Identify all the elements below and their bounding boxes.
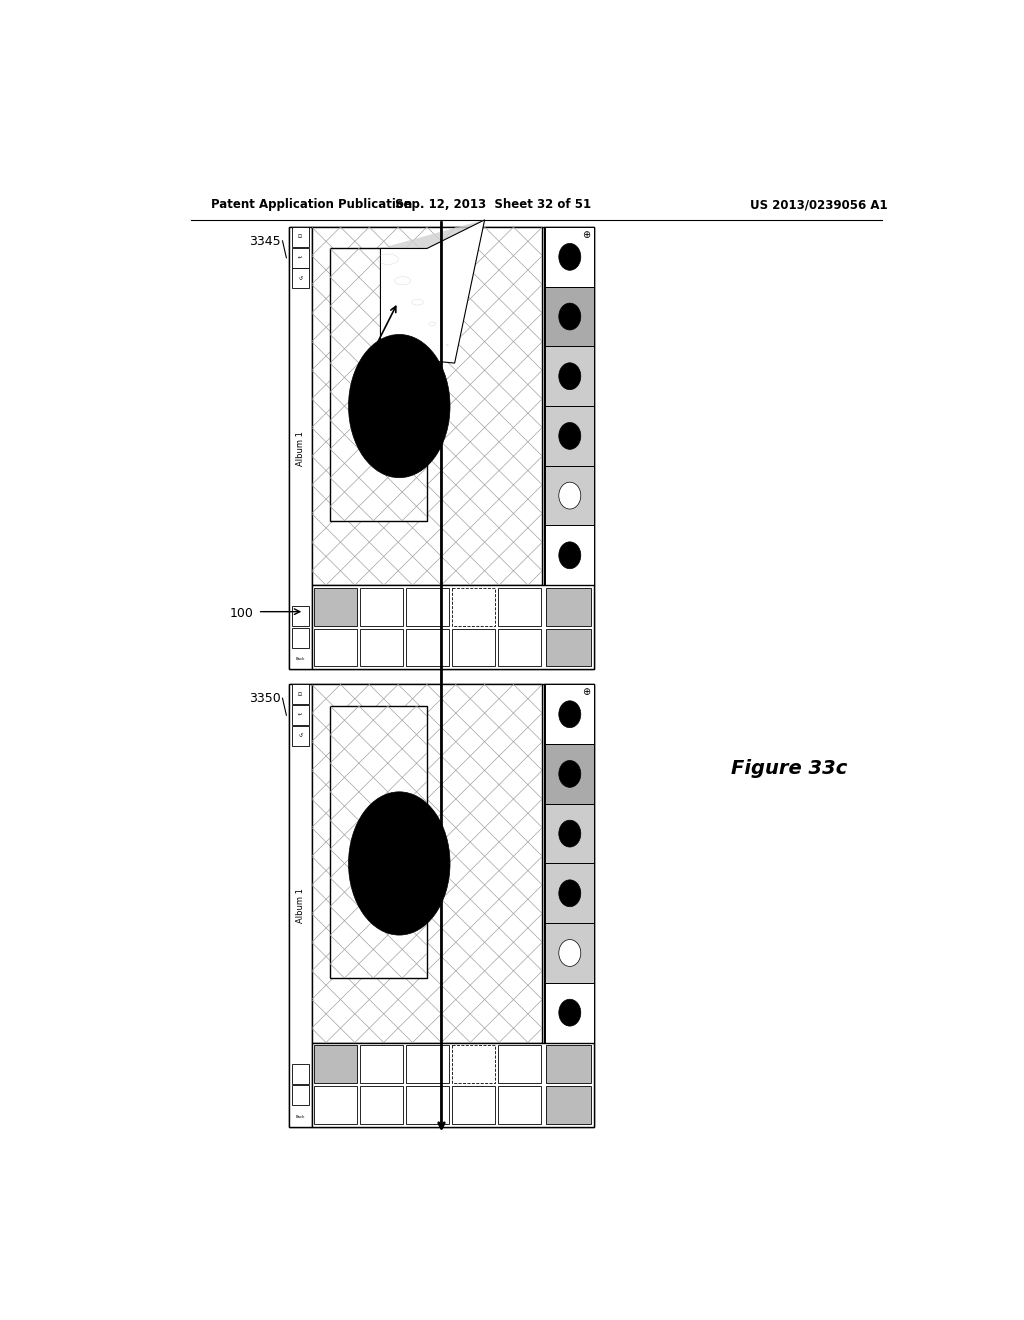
Bar	[546, 744, 594, 804]
Text: Back: Back	[296, 657, 305, 661]
Bar	[546, 863, 594, 923]
Bar	[360, 1086, 403, 1123]
Bar	[546, 628, 592, 667]
Text: Back: Back	[296, 1114, 305, 1118]
Bar	[292, 268, 309, 288]
Text: 3350: 3350	[249, 692, 281, 705]
Bar	[546, 525, 594, 585]
Ellipse shape	[559, 363, 581, 389]
Bar	[498, 628, 541, 667]
Text: ⊕: ⊕	[583, 230, 591, 240]
Ellipse shape	[348, 792, 450, 935]
Bar	[292, 1064, 309, 1084]
Bar	[546, 1086, 592, 1123]
Text: Album 1: Album 1	[296, 888, 305, 923]
Ellipse shape	[559, 880, 581, 907]
Bar	[546, 983, 594, 1043]
Bar	[546, 346, 594, 407]
Bar	[314, 587, 357, 626]
Text: ↩: ↩	[298, 255, 302, 260]
Bar	[292, 705, 309, 725]
Text: 3345: 3345	[249, 235, 281, 248]
Bar	[289, 227, 594, 669]
Bar	[546, 1045, 592, 1084]
Bar	[498, 1086, 541, 1123]
Polygon shape	[381, 220, 484, 313]
Bar	[544, 227, 594, 585]
Bar	[546, 923, 594, 983]
Bar	[289, 684, 311, 1126]
Bar	[311, 585, 594, 669]
Bar	[292, 684, 309, 705]
Polygon shape	[381, 220, 484, 363]
Bar	[292, 227, 309, 247]
Bar	[452, 628, 495, 667]
Bar	[452, 1045, 495, 1084]
Bar	[314, 628, 357, 667]
Ellipse shape	[559, 940, 581, 966]
Bar	[311, 1043, 594, 1126]
Ellipse shape	[559, 482, 581, 510]
Ellipse shape	[348, 334, 450, 478]
Bar	[289, 227, 311, 669]
Bar	[360, 587, 403, 626]
Bar	[360, 628, 403, 667]
Bar	[546, 286, 594, 346]
Ellipse shape	[559, 543, 581, 569]
Bar	[330, 248, 427, 520]
Text: ⊡: ⊡	[298, 235, 302, 239]
Bar	[311, 684, 543, 1043]
Bar	[452, 587, 495, 626]
Bar	[292, 628, 309, 648]
Bar	[546, 407, 594, 466]
Polygon shape	[381, 220, 484, 363]
Bar	[292, 726, 309, 746]
Text: Sep. 12, 2013  Sheet 32 of 51: Sep. 12, 2013 Sheet 32 of 51	[395, 198, 591, 211]
Text: ⊕: ⊕	[583, 686, 591, 697]
Text: Patent Application Publication: Patent Application Publication	[211, 198, 413, 211]
Ellipse shape	[559, 999, 581, 1026]
Bar	[292, 248, 309, 268]
Bar	[406, 1086, 449, 1123]
Text: Album 1: Album 1	[296, 430, 305, 466]
Bar	[546, 684, 594, 744]
Bar	[330, 706, 427, 978]
Text: Figure 33c: Figure 33c	[731, 759, 848, 777]
Bar	[544, 684, 594, 1043]
Bar	[292, 606, 309, 626]
Bar	[406, 1045, 449, 1084]
Bar	[311, 227, 543, 585]
Bar	[292, 1085, 309, 1105]
Text: 100: 100	[230, 607, 254, 619]
Bar	[546, 587, 592, 626]
Text: US 2013/0239056 A1: US 2013/0239056 A1	[750, 198, 887, 211]
Bar	[314, 1086, 357, 1123]
Bar	[546, 804, 594, 863]
Text: ⊡: ⊡	[298, 692, 302, 697]
Bar	[360, 1045, 403, 1084]
Bar	[289, 684, 594, 1126]
Ellipse shape	[559, 243, 581, 271]
Bar	[546, 227, 594, 286]
Bar	[498, 1045, 541, 1084]
Bar	[314, 1045, 357, 1084]
Ellipse shape	[559, 422, 581, 449]
Bar	[406, 628, 449, 667]
Text: ↺: ↺	[298, 276, 302, 281]
Bar	[498, 587, 541, 626]
Bar	[452, 1086, 495, 1123]
Bar	[406, 587, 449, 626]
Text: ↩: ↩	[298, 713, 302, 718]
Ellipse shape	[559, 701, 581, 727]
Bar	[546, 466, 594, 525]
Text: ↺: ↺	[298, 733, 302, 738]
Ellipse shape	[559, 820, 581, 847]
Ellipse shape	[559, 304, 581, 330]
Ellipse shape	[559, 760, 581, 787]
